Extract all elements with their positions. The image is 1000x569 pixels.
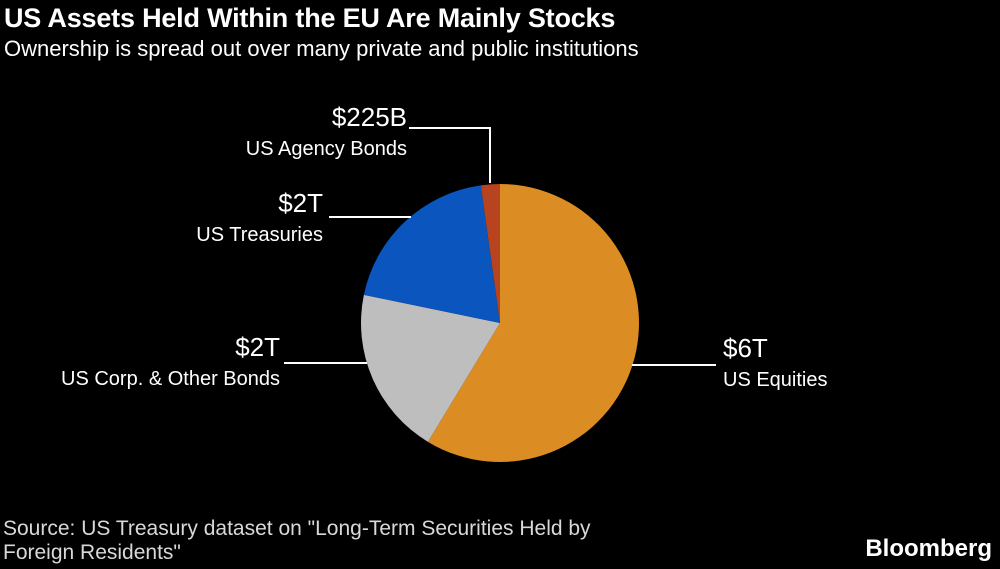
slice-name-us-equities: US Equities (723, 369, 828, 391)
chart-header: US Assets Held Within the EU Are Mainly … (4, 2, 996, 62)
bloomberg-logo: Bloomberg (865, 535, 992, 562)
slice-value-us-treasuries: $2T (278, 188, 323, 218)
pie-slices (360, 184, 639, 463)
pie-slice-us-agency-bonds (480, 184, 500, 323)
slice-value-us-equities: $6T (723, 333, 768, 363)
slice-label-us-treasuries: $2T US Treasuries (196, 189, 323, 246)
slice-label-us-agency-bonds: $225B US Agency Bonds (246, 103, 407, 160)
source-line-2: Foreign Residents" (3, 541, 181, 564)
slice-value-us-agency-bonds: $225B (331, 102, 407, 132)
slice-label-us-corp-other-bonds: $2T US Corp. & Other Bonds (61, 333, 280, 390)
slice-name-us-corp-other-bonds: US Corp. & Other Bonds (61, 368, 280, 390)
slice-value-us-corp-other-bonds: $2T (235, 332, 280, 362)
chart-title: US Assets Held Within the EU Are Mainly … (4, 3, 616, 33)
pie-slice-us-corp-other-bonds (360, 294, 500, 442)
slice-name-us-treasuries: US Treasuries (196, 224, 323, 246)
callout-line-us-agency-bonds (409, 127, 491, 183)
pie-slice-us-treasuries (363, 185, 500, 323)
slice-name-us-agency-bonds: US Agency Bonds (245, 138, 407, 160)
pie-slice-us-equities (427, 184, 639, 463)
callout-lines (284, 127, 716, 366)
slice-label-us-equities: $6T US Equities (723, 334, 828, 391)
source-line-1: Source: US Treasury dataset on "Long-Ter… (3, 517, 591, 540)
chart-subtitle: Ownership is spread out over many privat… (4, 36, 639, 61)
chart-footer: Source: US Treasury dataset on "Long-Ter… (3, 517, 997, 565)
